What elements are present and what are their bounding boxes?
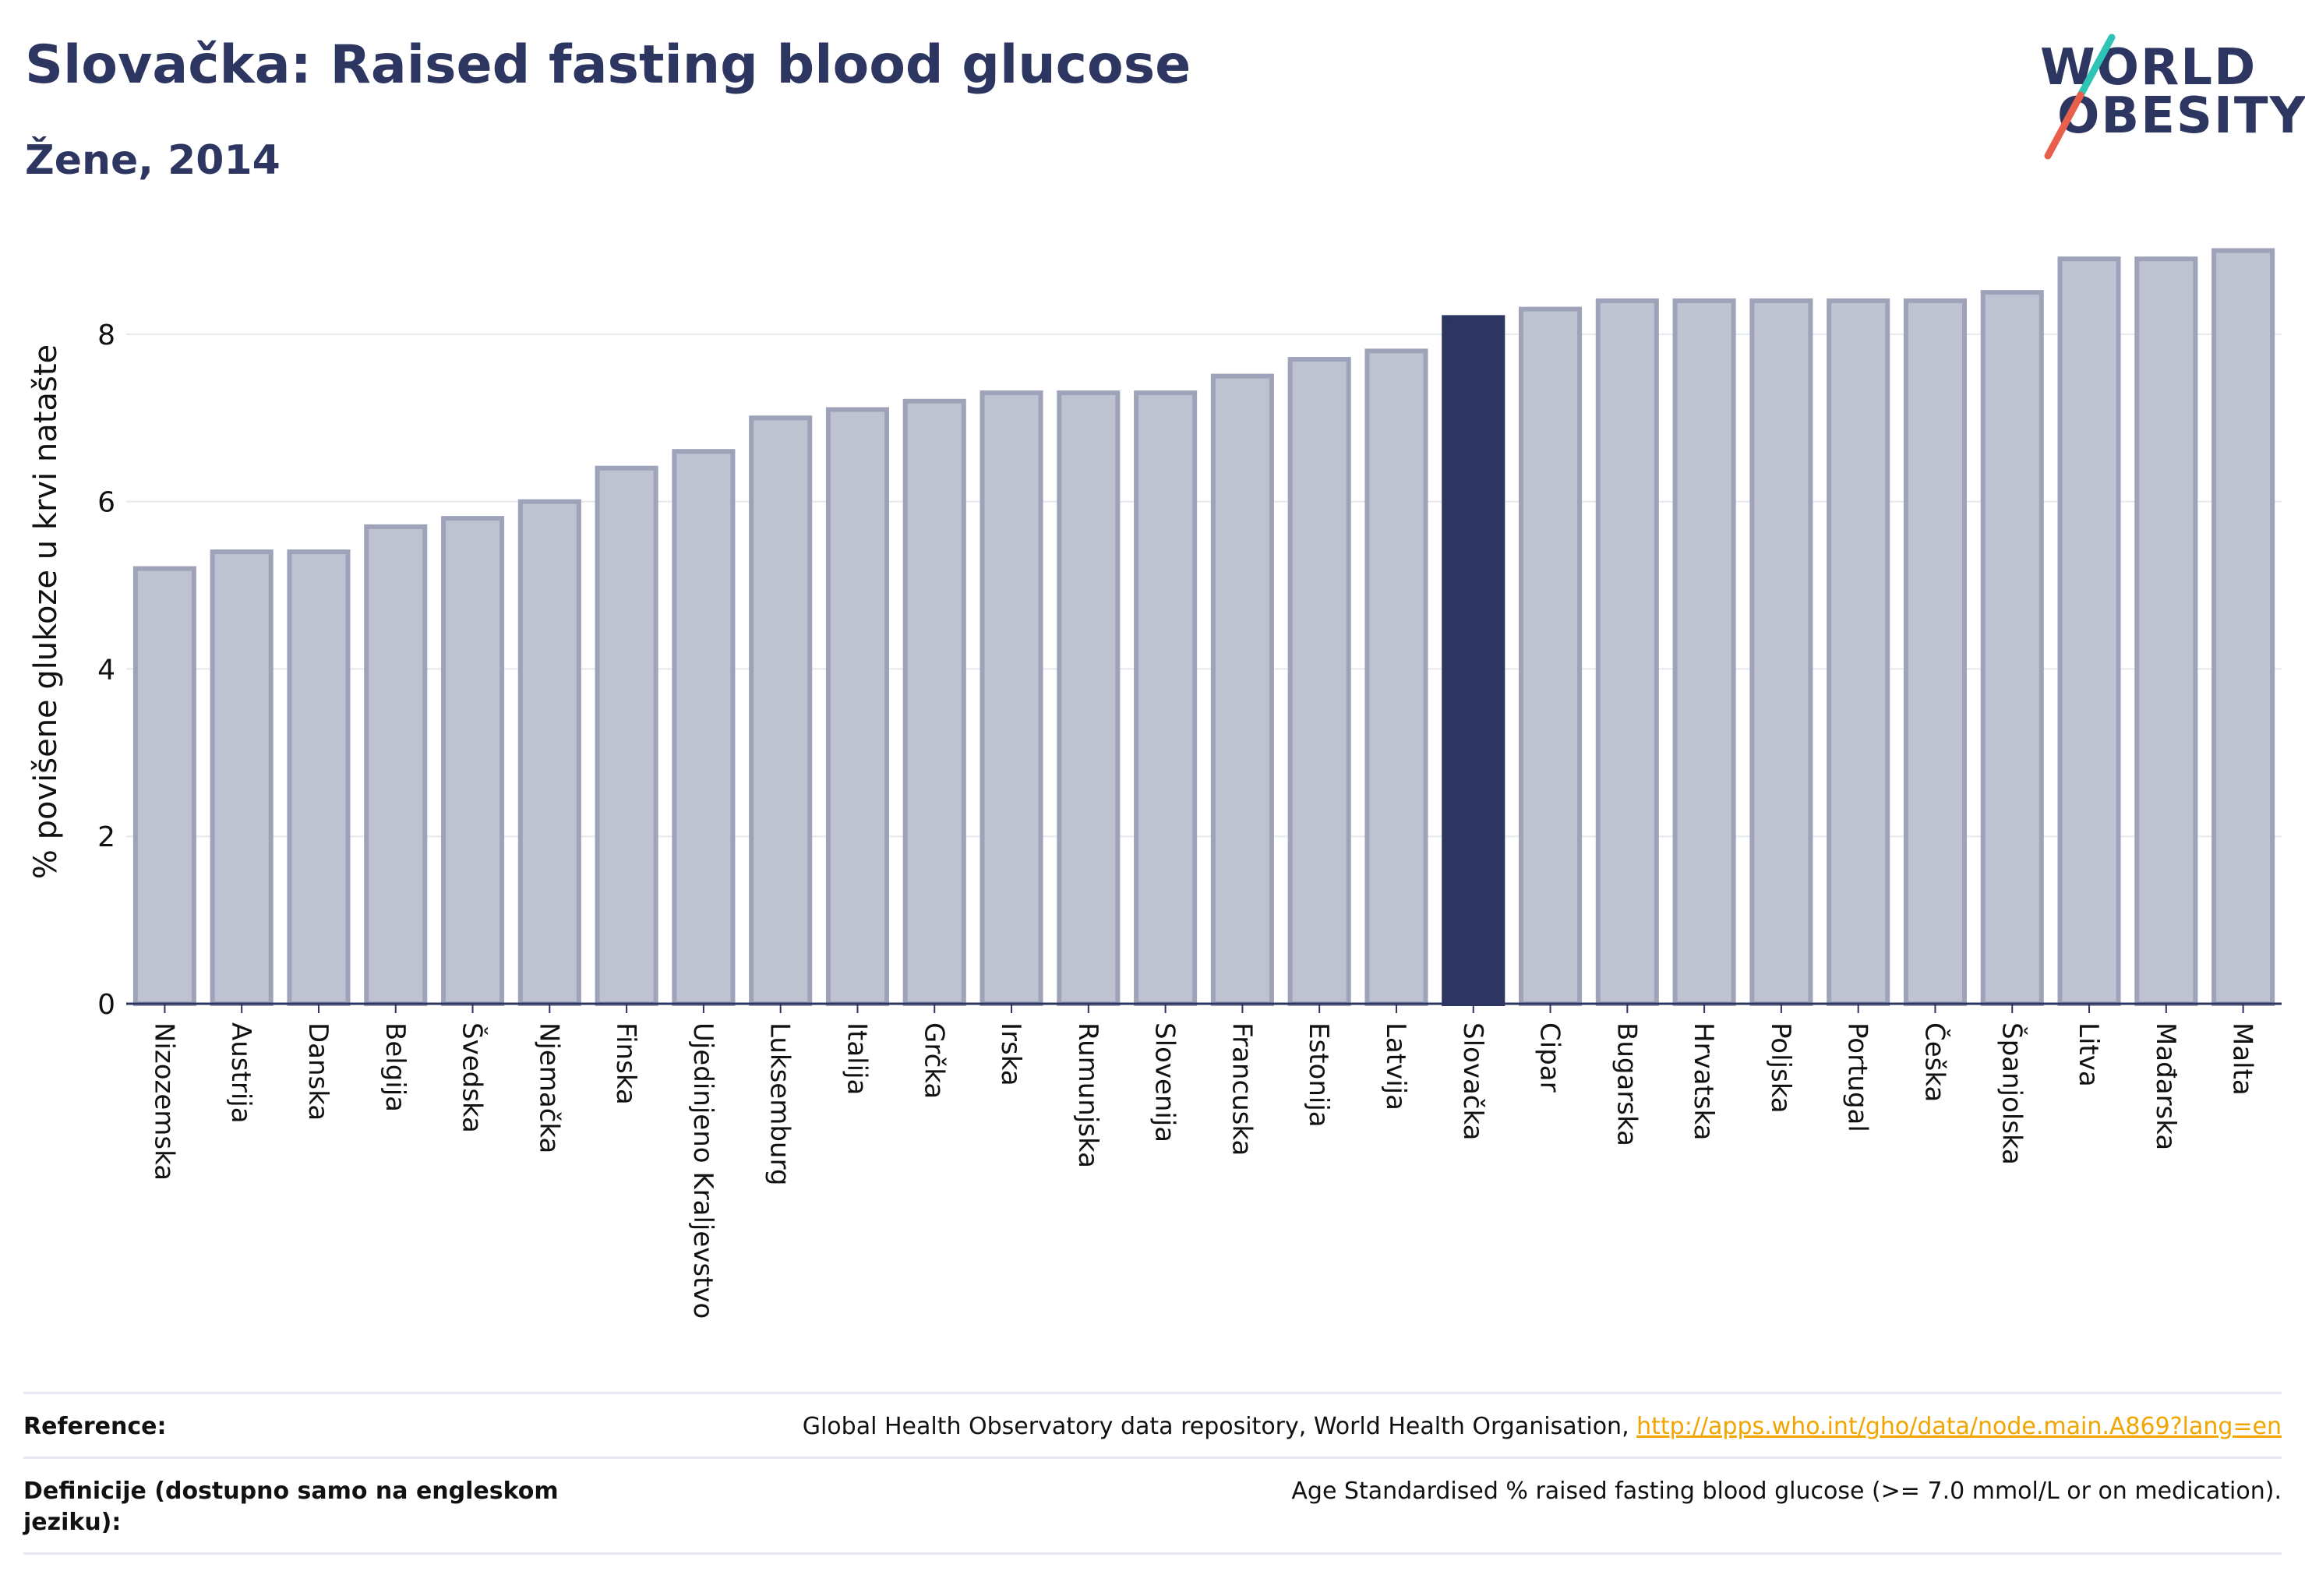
y-tick-label: 8 — [97, 320, 115, 351]
reference-value: Global Health Observatory data repositor… — [803, 1411, 2282, 1442]
definition-row: Definicije (dostupno samo na engleskom j… — [23, 1457, 2282, 1555]
logo-slash-icon — [2044, 34, 2116, 160]
logo-text-obesity: OBESITY — [2057, 87, 2305, 145]
bar — [210, 549, 274, 1006]
bar — [595, 465, 658, 1006]
x-tick-label: Portugal — [1842, 1022, 1873, 1132]
bar — [287, 549, 351, 1006]
chart-subtitle: Žene, 2014 — [25, 137, 281, 184]
bar — [749, 415, 813, 1006]
bar — [1749, 298, 1813, 1007]
bar — [1827, 298, 1890, 1007]
x-tick-label: Rumunjska — [1072, 1022, 1103, 1168]
x-tick-label: Cipar — [1534, 1022, 1565, 1093]
x-tick-label: Češka — [1918, 1022, 1950, 1102]
bar — [1518, 306, 1583, 1007]
x-tick-label: Slovenija — [1149, 1022, 1181, 1142]
x-tick-label: Njemačka — [533, 1022, 564, 1153]
x-tick-label: Danska — [302, 1022, 334, 1121]
y-tick-label: 6 — [97, 487, 115, 519]
bar-chart: 0 2 4 6 8 Nizozemska Austrija Danska Belgija Šved… — [28, 248, 2282, 1319]
bar — [1287, 357, 1351, 1006]
x-tick-label: Estonija — [1303, 1022, 1334, 1128]
bar — [1595, 298, 1659, 1007]
bar — [2057, 256, 2121, 1006]
x-tick-label: Ujedinjeno Kraljevstvo — [687, 1022, 718, 1319]
bar — [672, 449, 736, 1006]
x-tick-label: Hrvatska — [1688, 1022, 1719, 1140]
bar — [825, 407, 890, 1006]
x-tick-label: Belgija — [379, 1022, 411, 1112]
bar — [1057, 390, 1121, 1007]
bar — [1364, 348, 1428, 1006]
reference-table: Reference: Global Health Observatory dat… — [23, 1392, 2282, 1555]
x-tick-label: Francuska — [1226, 1022, 1257, 1156]
world-obesity-logo: WORLD OBESITY — [2026, 31, 2305, 171]
bar — [1134, 390, 1198, 1007]
x-tick-label: Bugarska — [1611, 1022, 1642, 1146]
x-tick-label: Austrija — [225, 1022, 256, 1124]
x-tick-label: Poljska — [1765, 1022, 1796, 1114]
definition-label: Definicije (dostupno samo na engleskom j… — [23, 1478, 559, 1536]
bar — [1210, 373, 1274, 1006]
x-tick-label: Irska — [995, 1022, 1026, 1086]
bar — [2134, 256, 2198, 1006]
reference-label: Reference: — [23, 1413, 167, 1440]
bar — [1903, 298, 1968, 1007]
bar — [364, 524, 428, 1006]
bar — [132, 566, 196, 1006]
bar — [1980, 290, 2044, 1007]
reference-link[interactable]: http://apps.who.int/gho/data/node.main.A… — [1636, 1413, 2282, 1440]
reference-text: Global Health Observatory data repositor… — [802, 1413, 1637, 1440]
y-axis-label: % povišene glukoze u krvi natašte — [28, 344, 64, 879]
y-tick-label: 4 — [97, 654, 115, 686]
bar — [2211, 248, 2275, 1006]
x-tick-label: Finska — [610, 1022, 641, 1105]
x-tick-label: Španjolska — [1996, 1022, 2028, 1165]
definition-value: Age Standardised % raised fasting blood … — [1291, 1478, 2282, 1505]
bars — [132, 248, 2275, 1007]
x-tick-label: Italija — [841, 1022, 872, 1095]
x-tick-label: Latvija — [1380, 1022, 1411, 1110]
chart-title: Slovačka: Raised fasting blood glucose — [25, 34, 1191, 96]
x-tick-label: Nizozemska — [148, 1022, 179, 1181]
x-tick-label: Luksemburg — [764, 1022, 796, 1185]
x-tick-label: Švedska — [457, 1022, 489, 1133]
logo-text-world: WORLD — [2040, 39, 2257, 97]
y-tick-label: 2 — [97, 821, 115, 853]
x-tick-label: Mađarska — [2150, 1022, 2181, 1150]
y-tick-label: 0 — [97, 989, 115, 1021]
bar — [902, 398, 966, 1007]
axes: 0 2 4 6 8 Nizozemska Austrija Danska Belgija Šved… — [97, 320, 2282, 1319]
x-tick-label: Grčka — [918, 1022, 949, 1099]
bar-highlight — [1442, 315, 1505, 1007]
bar — [980, 390, 1043, 1007]
bar — [517, 499, 581, 1006]
bar — [440, 516, 505, 1006]
x-tick-label: Slovačka — [1457, 1022, 1488, 1140]
reference-row: Reference: Global Health Observatory dat… — [23, 1392, 2282, 1457]
x-tick-label: Malta — [2227, 1022, 2258, 1096]
x-tick-label: Litva — [2073, 1022, 2104, 1087]
bar — [1672, 298, 1736, 1007]
